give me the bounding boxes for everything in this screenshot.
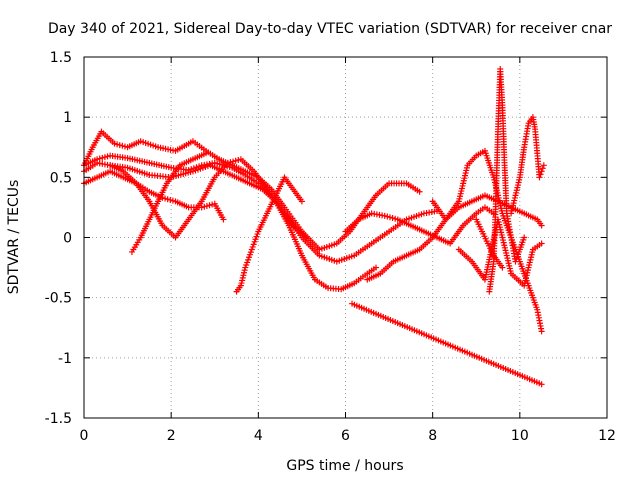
data-point <box>206 202 213 209</box>
y-tick-label: 0 <box>63 231 72 247</box>
y-axis-label: SDTVAR / TECUs <box>6 180 22 295</box>
axis-ticks: 0 2 4 6 8 10 12 -1.5 -1 -0.5 0 0.5 1 1.5 <box>45 50 616 444</box>
data-point <box>116 142 123 149</box>
data-point <box>196 163 203 170</box>
data-point <box>224 159 231 166</box>
data-point <box>538 240 545 247</box>
data-point <box>114 141 121 148</box>
y-tick-label: 0.5 <box>50 170 72 186</box>
data-point <box>538 381 545 388</box>
grid <box>84 57 607 418</box>
data-point <box>416 188 423 195</box>
y-tick-label: -1.5 <box>45 411 72 427</box>
data-point <box>521 234 528 241</box>
data-point <box>373 264 380 271</box>
data-points <box>81 66 547 388</box>
data-point <box>538 328 545 335</box>
data-point <box>188 166 195 173</box>
data-point <box>101 154 108 161</box>
data-point <box>499 264 506 271</box>
data-point <box>119 142 126 149</box>
x-tick-label: 12 <box>598 428 616 444</box>
data-point <box>203 150 210 157</box>
data-point <box>104 153 111 160</box>
data-point <box>164 196 171 203</box>
data-point <box>190 165 197 172</box>
chart-title: Day 340 of 2021, Sidereal Day-to-day VTE… <box>48 21 612 37</box>
data-point <box>381 212 388 219</box>
x-tick-label: 8 <box>428 428 437 444</box>
data-point <box>230 158 237 165</box>
data-point <box>536 174 543 181</box>
data-point <box>232 157 239 164</box>
x-tick-label: 2 <box>167 428 176 444</box>
data-point <box>193 164 200 171</box>
data-point <box>111 140 118 147</box>
data-point <box>298 198 305 205</box>
x-tick-label: 10 <box>511 428 529 444</box>
data-point <box>201 203 208 210</box>
data-point <box>185 167 192 174</box>
data-point <box>169 197 176 204</box>
data-point <box>162 195 169 202</box>
x-tick-label: 6 <box>341 428 350 444</box>
data-point <box>538 168 545 175</box>
data-point <box>167 196 174 203</box>
y-tick-label: -0.5 <box>45 291 72 307</box>
data-point <box>386 214 393 221</box>
data-point <box>94 156 101 163</box>
data-point <box>96 155 103 162</box>
data-point <box>203 202 210 209</box>
data-point <box>538 222 545 229</box>
data-point <box>389 215 396 222</box>
y-tick-label: 1 <box>63 110 72 126</box>
data-point <box>303 234 310 241</box>
data-point <box>384 213 391 220</box>
data-point <box>227 159 234 166</box>
data-point <box>235 157 242 164</box>
x-axis-label: GPS time / hours <box>286 458 403 474</box>
y-tick-label: 1.5 <box>50 50 72 66</box>
data-point <box>537 171 544 178</box>
x-tick-label: 0 <box>80 428 89 444</box>
data-point <box>540 162 547 169</box>
data-point <box>539 165 546 172</box>
data-point <box>392 215 399 222</box>
data-point <box>99 154 106 161</box>
y-tick-label: -1 <box>58 351 72 367</box>
data-point <box>220 216 227 223</box>
data-point <box>209 201 216 208</box>
plot-frame <box>83 56 608 419</box>
x-tick-label: 4 <box>254 428 263 444</box>
